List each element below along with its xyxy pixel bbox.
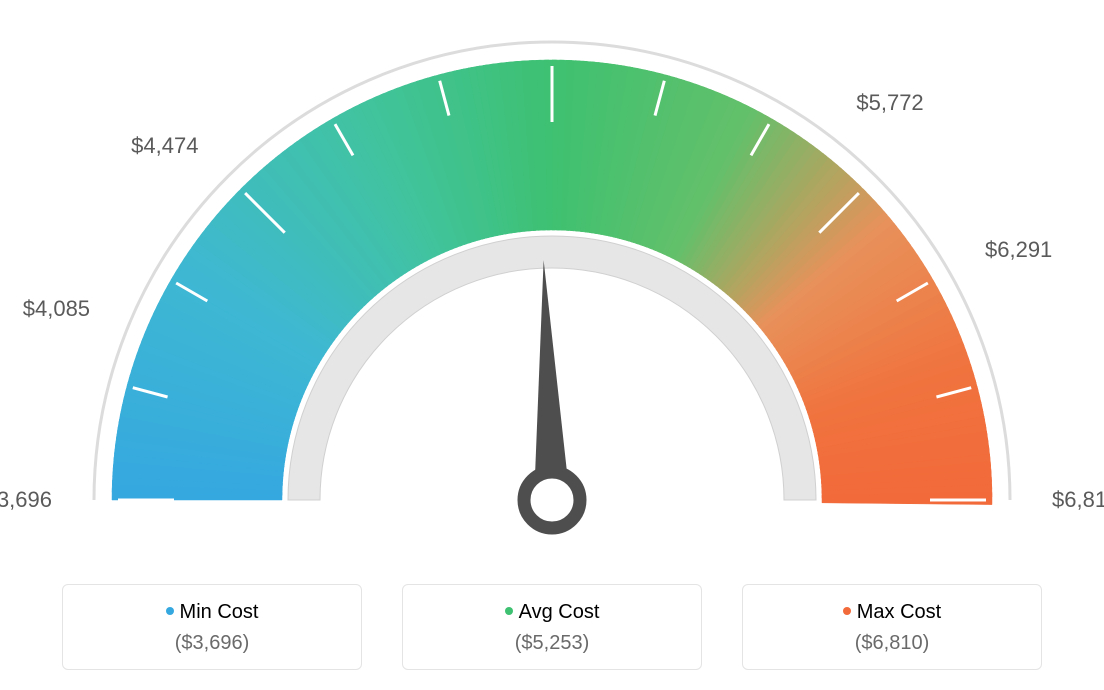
legend-title-min: Min Cost	[63, 601, 361, 624]
gauge-tick-label: $4,474	[131, 133, 198, 159]
gauge-tick-label: $3,696	[0, 487, 52, 513]
gauge-tick-label: $6,810	[1052, 487, 1104, 513]
legend-label-min: Min Cost	[180, 601, 259, 623]
legend-card-max: Max Cost ($6,810)	[742, 584, 1042, 670]
legend-card-min: Min Cost ($3,696)	[62, 584, 362, 670]
legend-row: Min Cost ($3,696) Avg Cost ($5,253) Max …	[0, 584, 1104, 670]
legend-value-min: ($3,696)	[63, 632, 361, 655]
chart-container: $3,696$4,085$4,474$5,253$5,772$6,291$6,8…	[0, 0, 1104, 690]
dot-icon	[843, 607, 851, 615]
legend-label-max: Max Cost	[857, 601, 941, 623]
gauge-tick-label: $6,291	[985, 237, 1052, 263]
dot-icon	[505, 607, 513, 615]
legend-value-avg: ($5,253)	[403, 632, 701, 655]
gauge-svg	[0, 0, 1104, 560]
legend-label-avg: Avg Cost	[519, 601, 600, 623]
legend-title-avg: Avg Cost	[403, 601, 701, 624]
gauge-tick-label: $4,085	[23, 296, 90, 322]
legend-value-max: ($6,810)	[743, 632, 1041, 655]
legend-card-avg: Avg Cost ($5,253)	[402, 584, 702, 670]
gauge-chart: $3,696$4,085$4,474$5,253$5,772$6,291$6,8…	[0, 0, 1104, 560]
dot-icon	[166, 607, 174, 615]
legend-title-max: Max Cost	[743, 601, 1041, 624]
gauge-tick-label: $5,772	[856, 90, 923, 116]
